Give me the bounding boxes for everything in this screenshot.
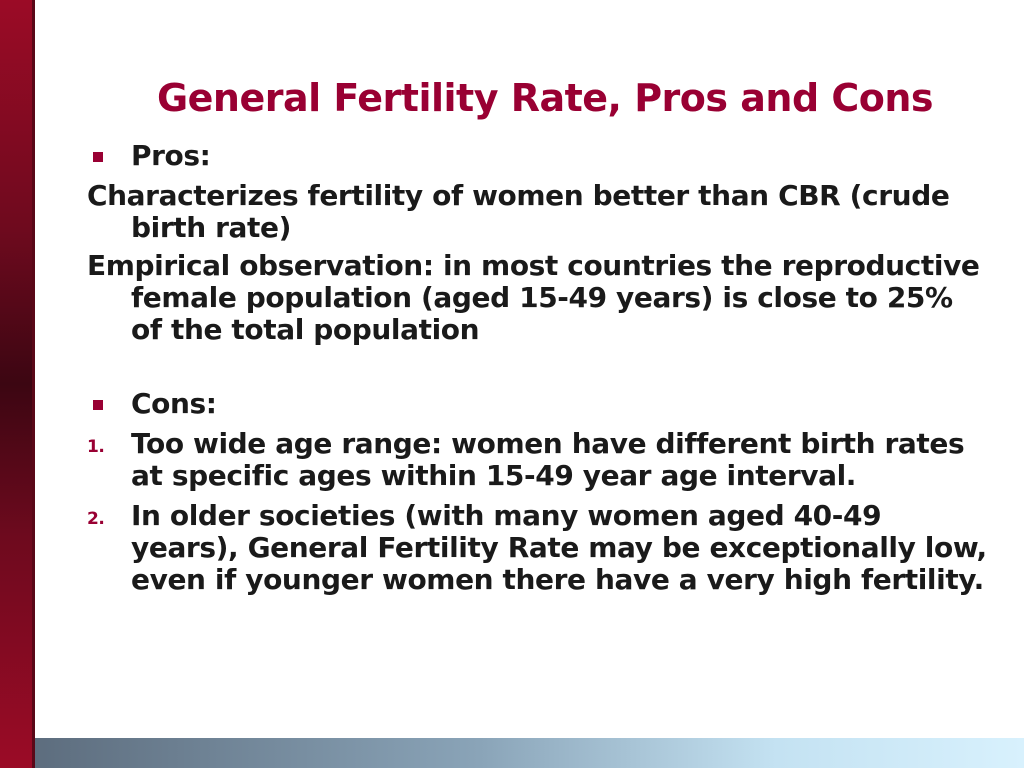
bottom-gradient-bar — [35, 738, 1024, 768]
pros-item: Characterizes fertility of women better … — [87, 179, 950, 244]
left-accent-divider — [32, 0, 35, 768]
section-spacer — [87, 352, 987, 388]
cons-item-number: 2. — [87, 509, 105, 529]
left-accent-bar — [0, 0, 32, 768]
pros-heading: Pros: — [131, 139, 211, 172]
pros-item: Empirical observation: in most countries… — [87, 249, 980, 346]
cons-item-number: 1. — [87, 437, 105, 457]
cons-item-text: In older societies (with many women aged… — [131, 499, 987, 596]
square-bullet-icon — [93, 152, 103, 162]
square-bullet-icon — [93, 400, 103, 410]
cons-item: 1. Too wide age range: women have differ… — [87, 428, 987, 492]
cons-item: 2. In older societies (with many women a… — [87, 500, 987, 596]
slide-title: General Fertility Rate, Pros and Cons — [156, 76, 934, 120]
slide-content: Pros: Characterizes fertility of women b… — [87, 140, 987, 604]
cons-heading-row: Cons: — [87, 388, 987, 420]
pros-heading-row: Pros: — [87, 140, 987, 172]
cons-heading: Cons: — [131, 387, 217, 420]
cons-item-text: Too wide age range: women have different… — [131, 427, 965, 492]
